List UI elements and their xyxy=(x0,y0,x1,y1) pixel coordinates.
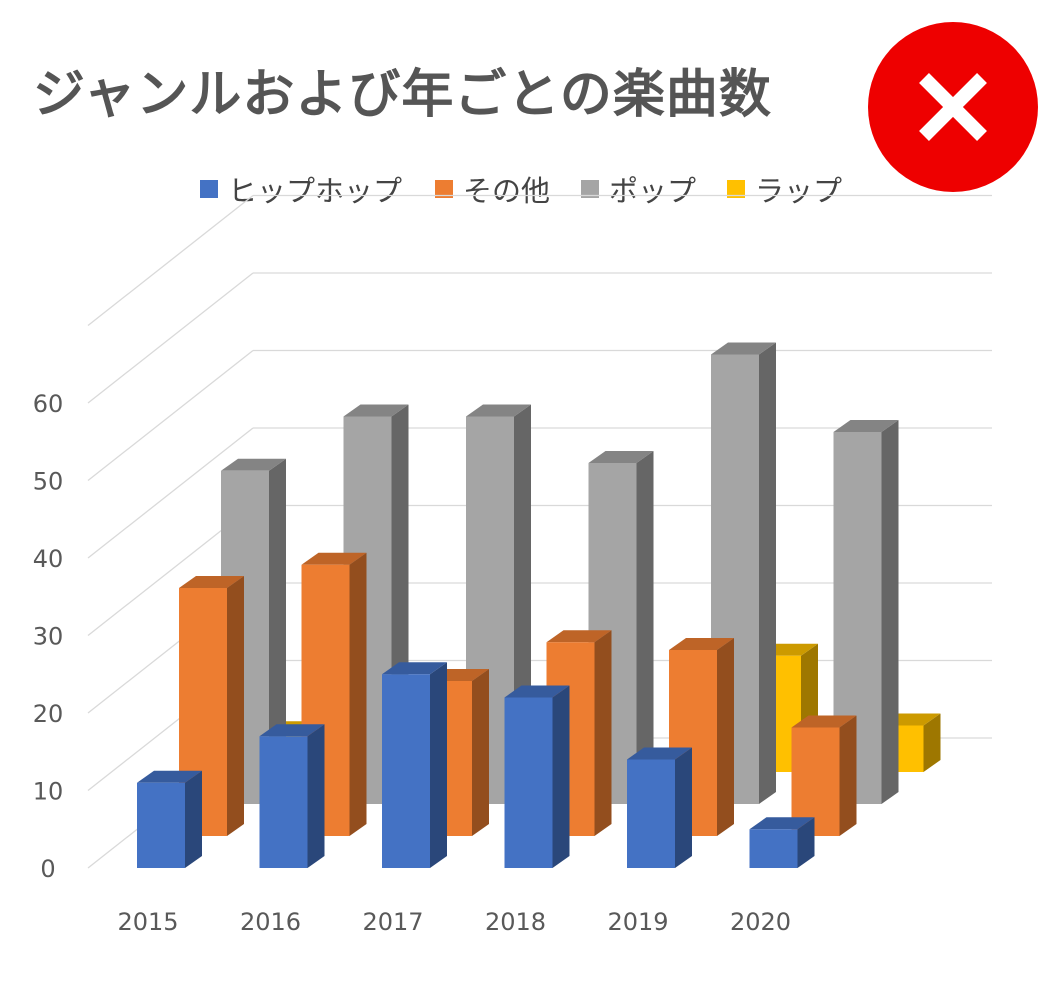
legend-swatch xyxy=(200,180,218,198)
bar-top xyxy=(221,458,286,471)
bar-top xyxy=(382,662,447,675)
legend-swatch xyxy=(727,180,745,198)
bar xyxy=(627,747,692,868)
y-tick-label: 60 xyxy=(33,390,64,418)
y-tick-label: 30 xyxy=(33,623,64,651)
bar xyxy=(791,715,857,836)
y-tick-label: 40 xyxy=(33,545,64,573)
bar-front xyxy=(259,736,308,868)
gridline-diagonal xyxy=(87,349,254,482)
y-axis: 0 10 20 30 40 50 60 xyxy=(33,390,64,883)
bar-front xyxy=(382,674,430,868)
bar-top xyxy=(466,404,531,417)
chart-title: ジャンルおよび年ごとの楽曲数 xyxy=(33,65,772,125)
bar-side xyxy=(269,458,286,804)
bar-side xyxy=(636,451,654,804)
bar-front xyxy=(749,829,798,868)
x-tick-label: 2017 xyxy=(362,908,423,936)
legend-label: ヒップホップ xyxy=(228,174,403,208)
bar-top xyxy=(791,715,857,728)
bar xyxy=(504,685,570,868)
bar-top xyxy=(627,747,692,760)
x-tick-label: 2016 xyxy=(240,908,301,936)
bar xyxy=(749,817,815,868)
bar-top xyxy=(588,451,654,463)
bar xyxy=(259,724,325,868)
bar xyxy=(382,662,447,868)
bar-top xyxy=(669,638,734,650)
x-tick-label: 2019 xyxy=(607,908,668,936)
bar-side xyxy=(349,552,367,836)
x-tick-label: 2020 xyxy=(730,908,791,936)
x-tick-label: 2015 xyxy=(117,908,178,936)
bar-side xyxy=(717,638,734,836)
bar-side xyxy=(227,576,244,836)
gridline-diagonal xyxy=(87,427,254,559)
x-tick-label: 2018 xyxy=(485,908,546,936)
bar-top xyxy=(179,576,244,588)
bar-top xyxy=(546,630,612,643)
x-axis: 2015 2016 2017 2018 2019 2020 xyxy=(117,908,791,936)
bar-side xyxy=(759,342,776,804)
y-tick-label: 10 xyxy=(33,778,64,806)
legend: ヒップホップ その他 ポップ ラップ xyxy=(0,166,1061,210)
bar-top xyxy=(301,552,367,565)
gridline-diagonal xyxy=(87,272,254,404)
y-tick-label: 50 xyxy=(33,468,64,496)
legend-label: ラップ xyxy=(755,174,843,208)
bar-top xyxy=(259,724,325,737)
bar-top xyxy=(137,770,202,783)
bar-side xyxy=(797,817,815,868)
bar-top xyxy=(504,685,570,698)
bar-top xyxy=(833,420,899,432)
y-tick-label: 0 xyxy=(40,855,55,883)
legend-label: その他 xyxy=(463,174,551,208)
bar-side xyxy=(675,747,692,868)
bar-front xyxy=(137,782,185,868)
legend-label: ポップ xyxy=(609,174,697,208)
bar-side xyxy=(881,420,899,804)
close-button[interactable] xyxy=(868,22,1038,192)
bar-top xyxy=(711,342,776,355)
bar-front xyxy=(504,697,553,868)
close-icon xyxy=(919,73,987,141)
bar-top xyxy=(749,817,815,830)
legend-swatch xyxy=(581,180,599,198)
bar-side xyxy=(307,724,325,868)
bar-side xyxy=(430,662,447,868)
bar-side xyxy=(472,669,489,836)
legend-swatch xyxy=(435,180,453,198)
bar-side xyxy=(923,713,941,772)
gridline-diagonal xyxy=(87,194,254,327)
bar-side xyxy=(839,715,857,836)
bar-side xyxy=(594,630,612,836)
bar-side xyxy=(185,770,202,868)
bar-front xyxy=(627,759,675,868)
bars xyxy=(137,342,941,868)
y-tick-label: 20 xyxy=(33,700,64,728)
bar-top xyxy=(343,404,409,417)
bar xyxy=(137,770,202,868)
bar-side xyxy=(552,685,570,868)
